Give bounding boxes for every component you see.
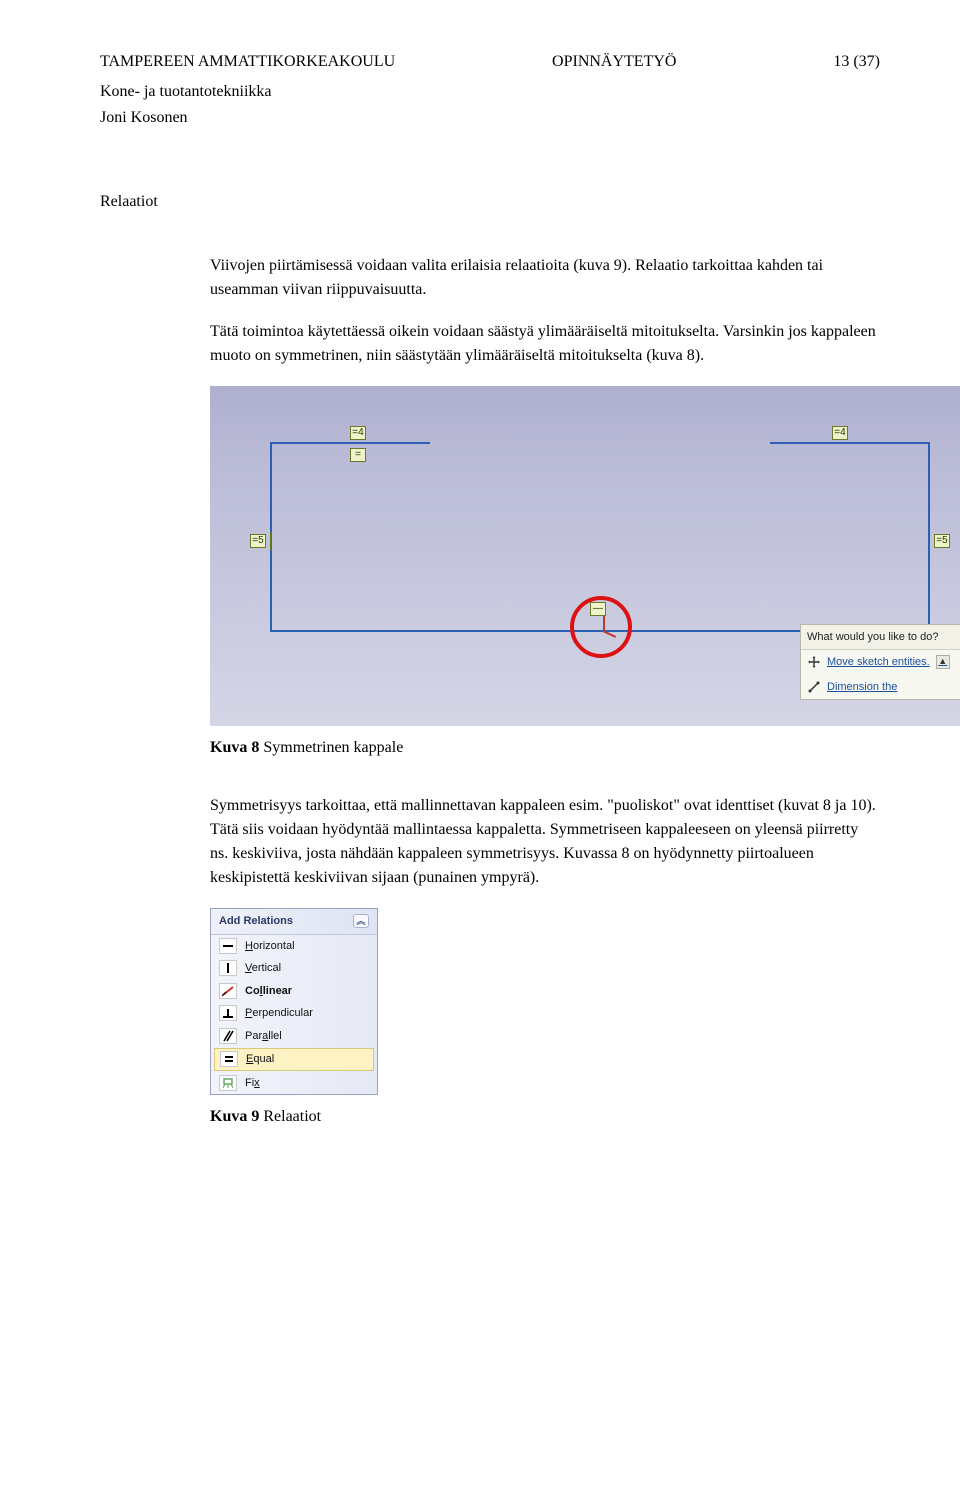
equal-icon <box>220 1051 238 1067</box>
help-title: What would you like to do? <box>801 625 960 651</box>
paragraph-3: Symmetrisyys tarkoittaa, että mallinnett… <box>210 794 880 890</box>
help-move-entities-link[interactable]: Move sketch entities. ▲ <box>801 650 960 675</box>
fix-icon <box>219 1075 237 1091</box>
scroll-up-icon[interactable]: ▲ <box>936 655 950 669</box>
author: Joni Kosonen <box>100 106 880 130</box>
constraint-badge: = <box>350 448 366 462</box>
caption-text: Relaatiot <box>259 1108 321 1125</box>
help-row-text: Move sketch entities. <box>827 654 930 671</box>
add-relations-panel: Add Relations ︽ Horizontal Vertical Coll… <box>210 908 378 1095</box>
help-row-text: Dimension the <box>827 679 897 696</box>
caption-text: Symmetrinen kappale <box>259 739 403 756</box>
caption-label: Kuva 8 <box>210 739 259 756</box>
relation-equal[interactable]: Equal <box>214 1048 374 1071</box>
department: Kone- ja tuotantotekniikka <box>100 80 880 104</box>
institution: TAMPEREEN AMMATTIKORKEAKOULU <box>100 50 395 74</box>
relation-fix[interactable]: Fix <box>211 1072 377 1095</box>
doc-type: OPINNÄYTETYÖ <box>552 50 676 74</box>
collinear-icon <box>219 983 237 999</box>
dimension-icon <box>807 680 821 694</box>
figure-sketch: =4 =4 = =5 =5 — What would you like to d… <box>210 386 960 726</box>
parallel-icon <box>219 1028 237 1044</box>
highlight-circle <box>570 596 632 658</box>
relation-collinear[interactable]: Collinear <box>211 980 377 1003</box>
vertical-icon <box>219 960 237 976</box>
perpendicular-icon <box>219 1005 237 1021</box>
collapse-icon[interactable]: ︽ <box>353 914 369 928</box>
help-panel: What would you like to do? Move sketch e… <box>800 624 960 701</box>
help-dimension-link[interactable]: Dimension the <box>801 675 960 700</box>
constraint-badge: =4 <box>832 426 848 440</box>
relation-horizontal[interactable]: Horizontal <box>211 935 377 958</box>
paragraph-1: Viivojen piirtämisessä voidaan valita er… <box>210 254 880 302</box>
constraint-badge: =5 <box>250 534 266 548</box>
relation-vertical[interactable]: Vertical <box>211 957 377 980</box>
relation-parallel[interactable]: Parallel <box>211 1025 377 1048</box>
caption-label: Kuva 9 <box>210 1108 259 1125</box>
relation-perpendicular[interactable]: Perpendicular <box>211 1002 377 1025</box>
add-relations-header[interactable]: Add Relations ︽ <box>211 909 377 935</box>
horizontal-icon <box>219 938 237 954</box>
section-title: Relaatiot <box>100 190 880 214</box>
page-number: 13 (37) <box>833 50 880 74</box>
paragraph-2: Tätä toimintoa käytettäessä oikein voida… <box>210 320 880 368</box>
add-relations-title: Add Relations <box>219 913 293 930</box>
figure-8-caption: Kuva 8 Symmetrinen kappale <box>210 736 880 760</box>
figure-9-caption: Kuva 9 Relaatiot <box>210 1105 880 1129</box>
constraint-badge: =4 <box>350 426 366 440</box>
constraint-badge: =5 <box>934 534 950 548</box>
move-icon <box>807 655 821 669</box>
page-header: TAMPEREEN AMMATTIKORKEAKOULU OPINNÄYTETY… <box>100 50 880 74</box>
